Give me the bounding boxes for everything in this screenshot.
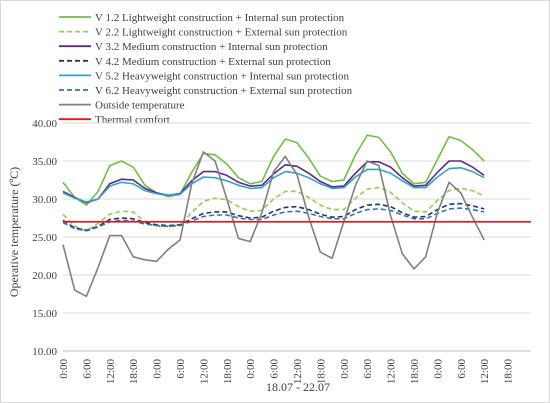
x-tick-label: 12:00 — [292, 359, 304, 385]
y-tick-label: 10.00 — [32, 346, 57, 358]
y-tick-label: 20.00 — [32, 270, 57, 282]
gridlines — [63, 122, 531, 352]
legend-label: V 6.2 Heavyweight construction + Externa… — [95, 85, 353, 97]
legend: V 1.2 Lightweight construction + Interna… — [59, 12, 353, 126]
series-line-7 — [62, 151, 485, 298]
x-tick-label: 18:00 — [222, 359, 234, 385]
x-tick-label: 18:00 — [503, 359, 515, 385]
x-tick-label: 12:00 — [386, 359, 398, 385]
y-tick-label: 15.00 — [32, 308, 57, 320]
series-line-4 — [62, 202, 485, 231]
series-group — [62, 134, 531, 298]
x-tick-label: 0:00 — [245, 359, 257, 379]
legend-label: V 4.2 Medium construction + External sun… — [95, 56, 331, 68]
x-tick-label: 6:00 — [81, 359, 93, 379]
x-tick-label: 12:00 — [479, 359, 491, 385]
series-line-3 — [62, 160, 485, 204]
x-tick-label: 0:00 — [152, 359, 164, 379]
y-axis: 10.00 15.00 20.00 25.00 30.00 35.00 40.00 — [32, 118, 57, 358]
series-line-2 — [62, 186, 485, 232]
x-tick-label: 0:00 — [432, 359, 444, 379]
series-line-5 — [62, 167, 485, 203]
y-tick-label: 35.00 — [32, 156, 57, 168]
x-tick-label: 18:00 — [409, 359, 421, 385]
x-tick-label: 0:00 — [339, 359, 351, 379]
x-tick-label: 0:00 — [58, 359, 70, 379]
x-axis: 0:00 6:00 12:00 18:00 0:00 6:00 12:00 18:00 0:00… — [58, 350, 531, 385]
y-axis-title: Operative temperature (ºC) — [7, 167, 21, 297]
x-tick-label: 12:00 — [198, 359, 210, 385]
legend-label: V 3.2 Medium construction + Internal sun… — [95, 41, 328, 53]
x-tick-label: 18:00 — [315, 359, 327, 385]
x-tick-label: 18:00 — [128, 359, 140, 385]
y-tick-label: 40.00 — [32, 118, 57, 130]
legend-label: Thermal comfort — [95, 114, 170, 126]
y-tick-label: 25.00 — [32, 232, 57, 244]
legend-label: V 2.2 Lightweight construction + Externa… — [95, 27, 348, 39]
x-tick-label: 6:00 — [456, 359, 468, 379]
x-tick-label: 6:00 — [175, 359, 187, 379]
x-tick-label: 6:00 — [269, 359, 281, 379]
x-tick-label: 12:00 — [105, 359, 117, 385]
legend-label: V 5.2 Heavyweight construction + Interna… — [95, 70, 350, 82]
y-tick-label: 30.00 — [32, 194, 57, 206]
x-tick-label: 6:00 — [362, 359, 374, 379]
legend-label: Outside temperature — [95, 100, 185, 112]
series-line-1 — [62, 134, 485, 206]
legend-label: V 1.2 Lightweight construction + Interna… — [95, 12, 345, 24]
x-axis-title: 18.07 - 22.07 — [266, 380, 330, 394]
